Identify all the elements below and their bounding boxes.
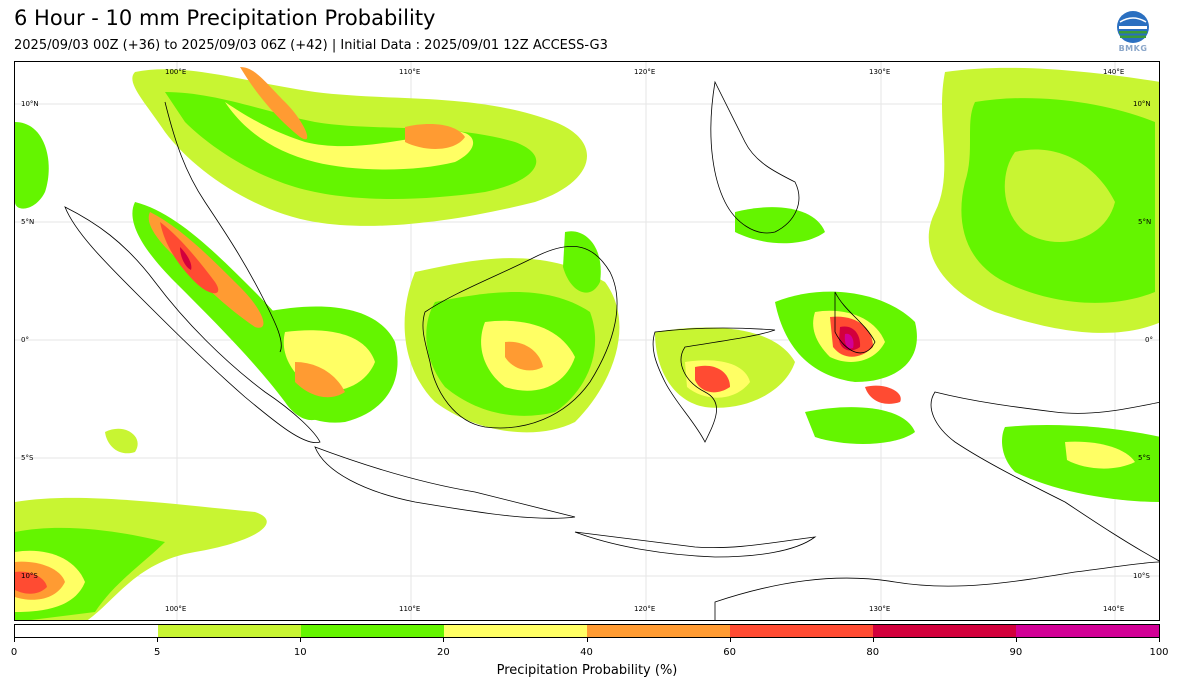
lat-label: 5°N [1138,218,1152,226]
lat-label: 10°S [1133,572,1150,580]
precipitation-map: 100°E 110°E 120°E 130°E 140°E 100°E 110°… [14,61,1160,621]
colorbar-label: Precipitation Probability (%) [496,663,678,678]
map-title: 6 Hour - 10 mm Precipitation Probability [14,6,436,30]
coastlines [64,80,1159,620]
colorbar-segment [873,625,1016,637]
colorbar-tick-mark [14,638,15,642]
lat-label: 5°S [21,454,34,462]
lat-label: 0° [21,336,29,344]
logo-text: BMKG [1118,44,1148,53]
colorbar-tick-mark [1159,638,1160,642]
lon-label: 100°E [165,68,187,76]
colorbar-segment [158,625,301,637]
colorbar-tick-label: 40 [580,647,593,658]
lat-label: 10°N [21,100,39,108]
lon-label: 110°E [399,605,421,613]
probability-fields [15,67,1159,620]
colorbar-segment [15,625,158,637]
colorbar-tick-mark [872,638,874,642]
bmkg-logo-icon [1117,11,1149,43]
colorbar-tick-label: 80 [866,647,880,658]
colorbar-segment [587,625,730,637]
colorbar-tick-mark [729,638,731,642]
colorbar-tick-label: 10 [293,647,307,658]
lon-label: 130°E [869,68,891,76]
lon-label: 120°E [634,68,656,76]
colorbar-segment [1016,625,1159,637]
lon-label: 120°E [634,605,656,613]
colorbar-tick-mark [1015,638,1017,642]
lat-label: 5°S [1138,454,1151,462]
lon-label: 140°E [1103,605,1125,613]
lat-label: 10°N [1133,100,1151,108]
lon-label: 100°E [165,605,187,613]
colorbar-segment [730,625,873,637]
colorbar-tick-mark [443,638,445,642]
colorbar-segment [301,625,444,637]
colorbar-tick-label: 0 [10,647,18,658]
colorbar-tick-mark [586,638,588,642]
lon-label: 110°E [399,68,421,76]
lat-label: 5°N [21,218,35,226]
map-subtitle: 2025/09/03 00Z (+36) to 2025/09/03 06Z (… [14,38,608,53]
colorbar-segment [444,625,587,637]
colorbar [14,624,1160,638]
map-canvas [15,62,1159,620]
colorbar-tick-mark [300,638,302,642]
colorbar-tick-label: 20 [437,647,450,658]
lat-label: 0° [1145,336,1153,344]
lat-label: 10°S [21,572,38,580]
colorbar-tick-label: 90 [1009,647,1023,658]
lon-label: 130°E [869,605,891,613]
colorbar-tick-label: 5 [153,647,161,658]
colorbar-tick-label: 60 [723,647,736,658]
lon-label: 140°E [1103,68,1125,76]
colorbar-tick-label: 100 [1149,647,1169,658]
colorbar-tick-mark [157,638,159,642]
